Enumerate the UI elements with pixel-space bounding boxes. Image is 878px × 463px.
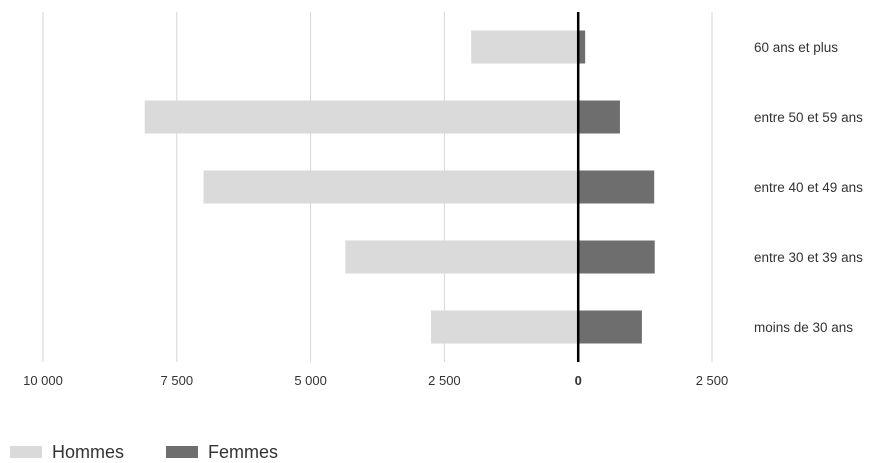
legend-item-hommes: Hommes xyxy=(10,441,124,463)
legend-label-hommes: Hommes xyxy=(52,442,125,462)
bar-femmes xyxy=(578,240,655,274)
category-label: entre 30 et 39 ans xyxy=(754,250,863,265)
x-tick-label: 2 500 xyxy=(696,373,729,388)
legend: Hommes Femmes xyxy=(10,441,320,463)
bar-hommes xyxy=(203,170,579,204)
bar-femmes xyxy=(578,170,655,204)
bar-femmes xyxy=(578,100,620,134)
legend-swatch-hommes xyxy=(10,446,42,458)
population-pyramid-chart: 10 000 7 500 5 000 2 500 0 2 500 60 ans et pl… xyxy=(23,12,863,388)
x-tick-label: 7 500 xyxy=(161,373,194,388)
category-labels: 60 ans et plus entre 50 et 59 ans entre 40… xyxy=(754,40,863,335)
category-label: entre 40 et 49 ans xyxy=(754,180,863,195)
x-tick-labels: 10 000 7 500 5 000 2 500 0 2 500 xyxy=(23,373,728,388)
bar-femmes xyxy=(578,30,586,64)
x-tick-label: 10 000 xyxy=(23,373,63,388)
category-label: entre 50 et 59 ans xyxy=(754,110,863,125)
bar-hommes xyxy=(144,100,579,134)
legend-swatch-femmes xyxy=(166,446,199,458)
legend-label-femmes: Femmes xyxy=(208,442,279,462)
category-label: moins de 30 ans xyxy=(754,320,853,335)
bar-hommes xyxy=(471,30,579,64)
bar-hommes xyxy=(431,310,579,344)
legend-item-femmes: Femmes xyxy=(166,441,278,463)
x-tick-label: 2 500 xyxy=(428,373,461,388)
category-label: 60 ans et plus xyxy=(754,40,838,55)
bar-femmes xyxy=(578,310,642,344)
bar-hommes xyxy=(345,240,579,274)
x-tick-label: 5 000 xyxy=(294,373,327,388)
bars xyxy=(144,30,655,344)
x-tick-label: 0 xyxy=(575,373,582,388)
